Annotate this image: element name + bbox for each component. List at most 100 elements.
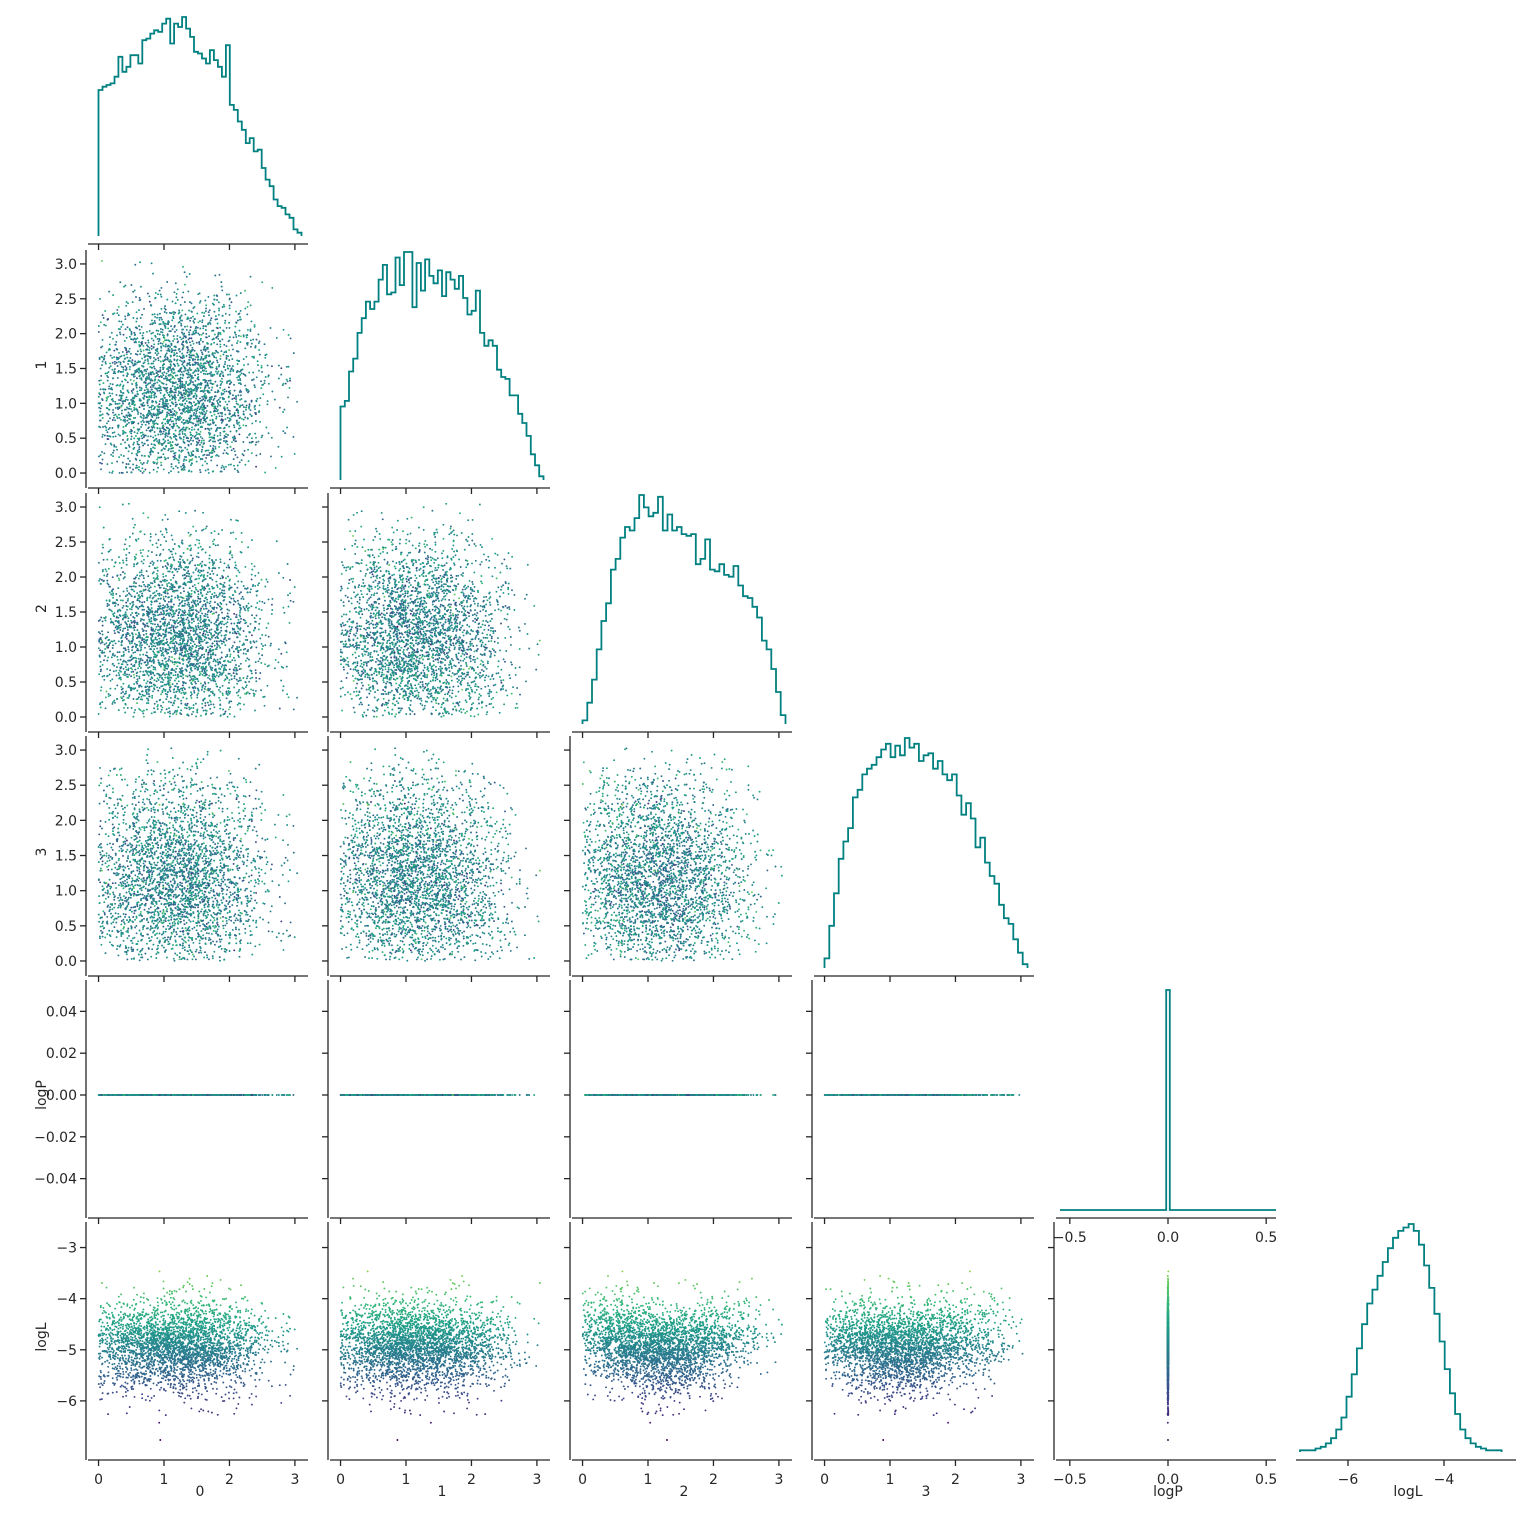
point bbox=[142, 659, 144, 661]
point bbox=[142, 365, 144, 367]
point bbox=[244, 464, 246, 466]
point bbox=[164, 307, 166, 309]
point bbox=[218, 455, 220, 457]
point bbox=[196, 567, 198, 569]
point bbox=[172, 441, 174, 443]
point bbox=[249, 403, 251, 405]
point bbox=[203, 405, 205, 407]
point bbox=[154, 674, 156, 676]
point bbox=[279, 407, 281, 409]
point bbox=[254, 433, 256, 435]
point bbox=[141, 593, 143, 595]
point bbox=[130, 415, 132, 417]
point bbox=[217, 352, 219, 354]
point bbox=[174, 415, 176, 417]
point bbox=[244, 450, 246, 452]
point bbox=[173, 326, 175, 328]
point bbox=[146, 355, 148, 357]
point bbox=[221, 529, 223, 531]
point bbox=[216, 464, 218, 466]
point bbox=[136, 393, 138, 395]
point bbox=[130, 429, 132, 431]
point bbox=[217, 427, 219, 429]
point bbox=[228, 386, 230, 388]
point bbox=[186, 364, 188, 366]
point bbox=[202, 422, 204, 424]
point bbox=[184, 447, 186, 449]
point bbox=[153, 707, 155, 709]
point bbox=[154, 703, 156, 705]
point bbox=[191, 693, 193, 695]
point bbox=[284, 432, 286, 434]
point bbox=[147, 346, 149, 348]
point bbox=[236, 456, 238, 458]
point bbox=[189, 337, 191, 339]
point bbox=[197, 421, 199, 423]
point bbox=[178, 457, 180, 459]
point bbox=[135, 633, 137, 635]
point bbox=[197, 437, 199, 439]
point bbox=[192, 585, 194, 587]
point bbox=[180, 417, 182, 419]
point bbox=[191, 349, 193, 351]
point bbox=[157, 413, 159, 415]
point bbox=[125, 414, 127, 416]
point bbox=[131, 390, 133, 392]
point bbox=[210, 371, 212, 373]
point bbox=[184, 385, 186, 387]
point bbox=[133, 437, 135, 439]
point bbox=[200, 442, 202, 444]
point bbox=[132, 469, 134, 471]
point bbox=[234, 390, 236, 392]
point bbox=[186, 355, 188, 357]
point bbox=[282, 383, 284, 385]
point bbox=[221, 595, 223, 597]
point bbox=[112, 294, 114, 296]
point bbox=[185, 618, 187, 620]
point bbox=[235, 398, 237, 400]
point bbox=[153, 407, 155, 409]
point bbox=[100, 375, 102, 377]
point bbox=[111, 332, 113, 334]
hist-step bbox=[99, 17, 302, 236]
point bbox=[100, 368, 102, 370]
point bbox=[204, 381, 206, 383]
point bbox=[185, 392, 187, 394]
point bbox=[163, 383, 165, 385]
point bbox=[225, 466, 227, 468]
point bbox=[201, 312, 203, 314]
y-tick-label: 1.0 bbox=[55, 396, 77, 412]
point bbox=[177, 299, 179, 301]
point bbox=[193, 396, 195, 398]
point bbox=[285, 383, 287, 385]
point bbox=[287, 396, 289, 398]
point bbox=[255, 680, 257, 682]
point bbox=[247, 363, 249, 365]
point bbox=[207, 654, 209, 656]
point bbox=[173, 650, 175, 652]
point bbox=[145, 424, 147, 426]
point bbox=[112, 377, 114, 379]
point bbox=[218, 310, 220, 312]
point bbox=[199, 408, 201, 410]
point bbox=[143, 308, 145, 310]
point bbox=[219, 412, 221, 414]
point bbox=[179, 398, 181, 400]
point bbox=[167, 439, 169, 441]
point bbox=[163, 378, 165, 380]
point bbox=[224, 369, 226, 371]
point bbox=[157, 352, 159, 354]
point bbox=[163, 428, 165, 430]
point bbox=[138, 344, 140, 346]
point bbox=[147, 339, 149, 341]
point bbox=[170, 450, 172, 452]
point bbox=[183, 392, 185, 394]
point bbox=[157, 388, 159, 390]
point bbox=[110, 443, 112, 445]
point bbox=[107, 438, 109, 440]
point bbox=[146, 331, 148, 333]
point bbox=[256, 400, 258, 402]
point bbox=[271, 287, 273, 289]
point bbox=[200, 629, 202, 631]
